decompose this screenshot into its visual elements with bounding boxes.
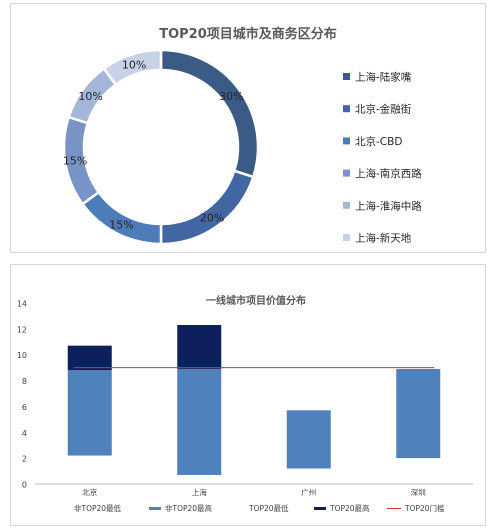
legend-label: TOP20最高	[329, 503, 370, 513]
donut-slice	[159, 48, 260, 179]
y-tick-label: 0	[22, 481, 27, 490]
legend-label: TOP20门槛	[404, 503, 445, 513]
donut-chart-panel: TOP20项目城市及商务区分布 30% 20% 15% 15% 10% 10% 上海-陆家嘴…	[10, 3, 486, 253]
legend-label: 北京-金融街	[355, 103, 412, 116]
bar-top20-range	[67, 345, 112, 371]
legend-label: 北京-CBD	[355, 135, 402, 148]
bar-chart-panel: 一线城市项目价值分布 0 2 4 6 8 10 12 14 北京 上海 广州 深圳非TOP20最低 非T…	[10, 264, 486, 526]
y-tick-label: 8	[22, 377, 27, 386]
x-tick-label: 上海	[192, 487, 207, 497]
legend-swatch	[149, 507, 161, 510]
legend-label: 上海-淮海中路	[355, 199, 422, 212]
y-tick-label: 12	[17, 325, 27, 334]
x-tick-label: 深圳	[411, 487, 426, 497]
slice-value-label: 15%	[109, 219, 133, 232]
legend-swatch	[343, 201, 350, 209]
x-tick-label: 广州	[301, 487, 316, 497]
y-tick-label: 2	[22, 455, 27, 464]
legend-label: 非TOP20最高	[165, 503, 213, 513]
slice-value-label: 30%	[219, 90, 243, 103]
bar-top20-range	[177, 324, 222, 369]
legend-swatch	[343, 137, 350, 145]
legend-label: 非TOP20最低	[74, 503, 122, 513]
legend-label: 上海-新天地	[355, 232, 412, 245]
bar-non-top20-range	[67, 370, 112, 456]
legend-label: 上海-陆家嘴	[355, 71, 412, 84]
slice-value-label: 10%	[122, 58, 146, 71]
donut-slice	[159, 169, 255, 246]
bar-chart-title: 一线城市项目价值分布	[206, 296, 306, 307]
y-tick-label: 14	[17, 300, 27, 309]
legend-swatch	[343, 234, 350, 241]
x-tick-label: 北京	[82, 487, 97, 497]
slice-value-label: 10%	[78, 90, 102, 103]
donut-slice	[102, 48, 163, 87]
legend-swatch	[343, 105, 350, 113]
legend-swatch	[343, 73, 350, 80]
y-tick-label: 4	[22, 429, 27, 438]
donut-chart-title: TOP20项目城市及商务区分布	[159, 27, 337, 42]
bar-non-top20-range	[396, 368, 441, 459]
slice-value-label: 20%	[200, 211, 224, 224]
legend-swatch	[343, 169, 350, 177]
y-tick-label: 6	[22, 403, 27, 412]
legend-label: TOP20最低	[248, 503, 289, 513]
slice-value-label: 15%	[63, 155, 87, 168]
bar-non-top20-range	[286, 410, 331, 469]
legend-label: 上海-南京西路	[355, 167, 422, 180]
bar-non-top20-range	[177, 368, 222, 475]
legend-swatch	[314, 507, 326, 510]
y-tick-label: 10	[17, 351, 27, 360]
